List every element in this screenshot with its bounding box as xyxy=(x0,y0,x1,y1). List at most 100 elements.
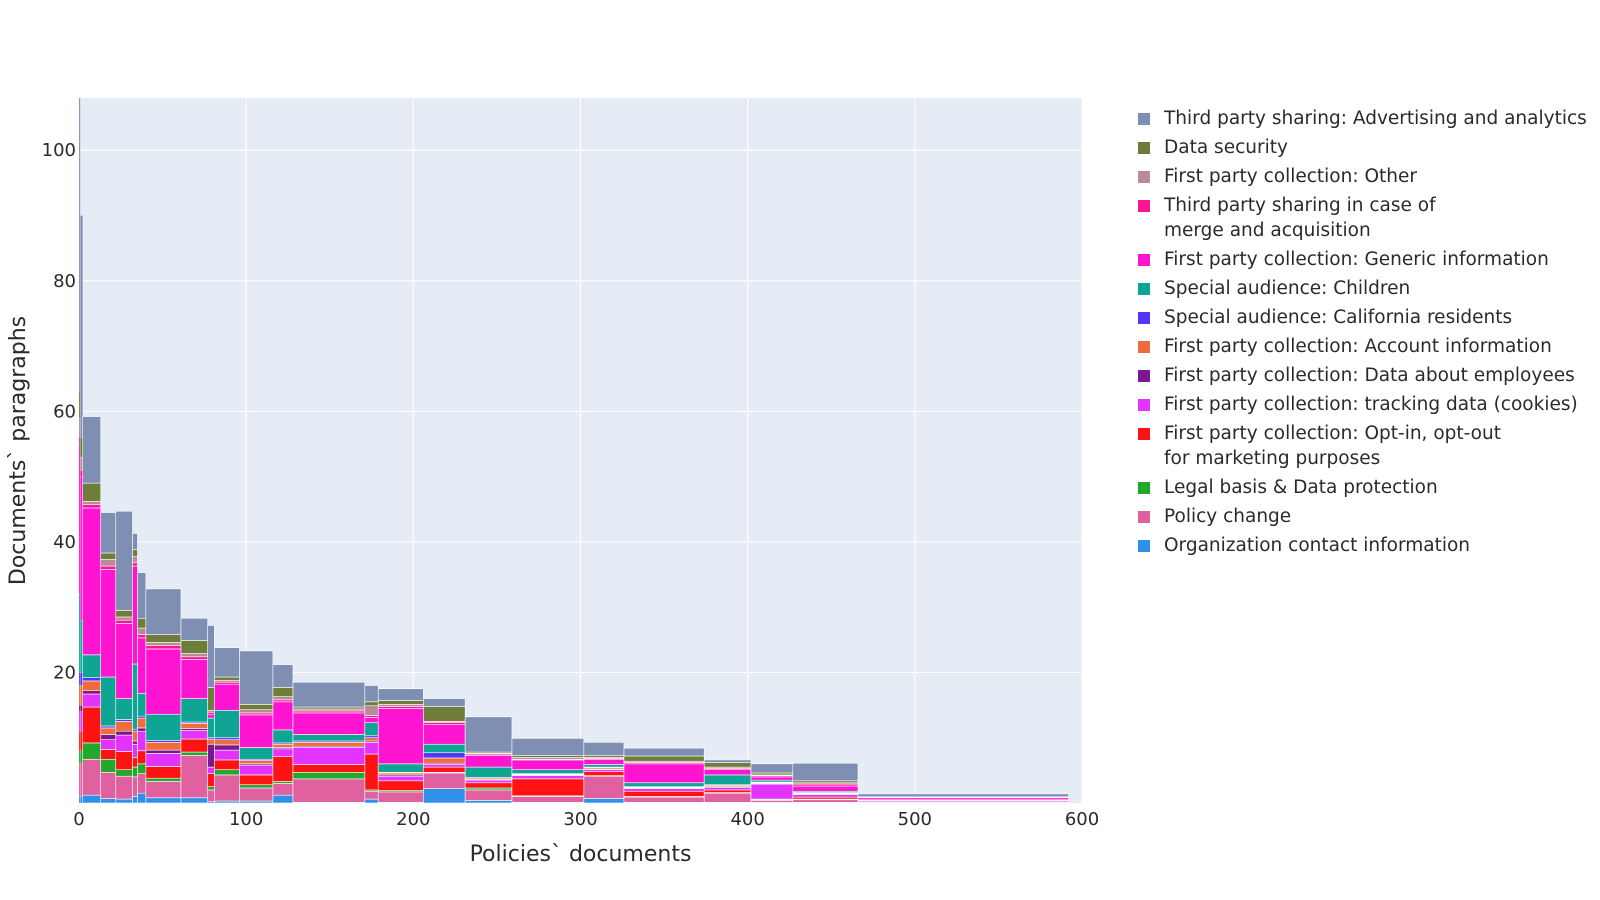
legend-item-org[interactable]: Organization contact information xyxy=(1138,533,1598,558)
bar-segment-legal[interactable] xyxy=(82,742,102,760)
bar-segment-org[interactable] xyxy=(272,794,294,804)
bar-segment-legal[interactable] xyxy=(214,769,240,776)
bar-segment-account[interactable] xyxy=(145,741,182,751)
bar-segment-children[interactable] xyxy=(703,774,752,786)
bar-segment-legal[interactable] xyxy=(137,763,147,774)
bar-segment-optin[interactable] xyxy=(423,766,466,773)
bar-segment-legal[interactable] xyxy=(180,751,209,756)
bar-segment-california[interactable] xyxy=(78,672,81,686)
bar-segment-generic[interactable] xyxy=(703,769,752,776)
bar-segment-tpads[interactable] xyxy=(792,762,859,782)
bar-segment-tpads[interactable] xyxy=(207,625,215,688)
bar-segment-employees[interactable] xyxy=(207,743,215,768)
bar-segment-generic[interactable] xyxy=(180,659,209,699)
bar-segment-datasec[interactable] xyxy=(272,687,294,697)
bar-segment-generic[interactable] xyxy=(511,759,585,771)
bar-segment-tpads[interactable] xyxy=(377,688,424,701)
bar-segment-cookies[interactable] xyxy=(115,734,133,752)
bar-segment-datasec[interactable] xyxy=(377,700,424,705)
bar-segment-fpother[interactable] xyxy=(364,705,379,716)
bar-segment-datasec[interactable] xyxy=(115,610,133,618)
bar-segment-account[interactable] xyxy=(292,741,366,747)
bar-segment-optin[interactable] xyxy=(511,778,585,797)
bar-segment-generic[interactable] xyxy=(239,714,274,748)
bar-segment-account[interactable] xyxy=(214,739,240,746)
bar-segment-cookies[interactable] xyxy=(78,711,81,732)
bar-segment-datasec[interactable] xyxy=(82,482,102,502)
bar-segment-children[interactable] xyxy=(511,769,585,774)
bar-segment-tpads[interactable] xyxy=(292,681,366,708)
bar-segment-optin[interactable] xyxy=(145,766,182,779)
bar-segment-cookies[interactable] xyxy=(214,749,240,761)
bar-segment-tpads[interactable] xyxy=(80,215,83,438)
bar-segment-tpads[interactable] xyxy=(750,763,794,774)
bar-segment-generic[interactable] xyxy=(792,785,859,792)
legend-item-california[interactable]: Special audience: California residents xyxy=(1138,305,1598,330)
bar-segment-tpads[interactable] xyxy=(137,572,147,619)
bar-segment-datasec[interactable] xyxy=(132,549,138,557)
bar-segment-generic[interactable] xyxy=(137,637,147,694)
bar-segment-datasec[interactable] xyxy=(623,755,705,762)
bar-segment-account[interactable] xyxy=(364,737,379,742)
bar-segment-children[interactable] xyxy=(623,782,705,787)
bar-segment-tpads[interactable] xyxy=(180,617,209,641)
bar-segment-policy[interactable] xyxy=(364,790,379,800)
bar-segment-legal[interactable] xyxy=(292,772,366,780)
bar-segment-tpads[interactable] xyxy=(623,747,705,757)
bar-segment-cookies[interactable] xyxy=(207,766,215,774)
bar-segment-tpads[interactable] xyxy=(132,533,138,551)
bar-segment-cookies[interactable] xyxy=(423,764,466,768)
bar-segment-tpads[interactable] xyxy=(145,588,182,635)
bar-segment-fpother[interactable] xyxy=(132,555,138,564)
bar-segment-org[interactable] xyxy=(132,796,138,804)
bar-segment-generic[interactable] xyxy=(214,683,240,711)
bar-segment-legal[interactable] xyxy=(207,786,215,791)
bar-segment-datasec[interactable] xyxy=(364,701,379,707)
bar-segment-employees[interactable] xyxy=(214,744,240,751)
bar-segment-datasec[interactable] xyxy=(207,687,215,711)
bar-segment-tpads[interactable] xyxy=(464,716,513,753)
bar-segment-org[interactable] xyxy=(145,797,182,804)
bar-segment-tpads[interactable] xyxy=(214,647,240,678)
bar-segment-generic[interactable] xyxy=(115,623,133,699)
bar-segment-fpother[interactable] xyxy=(239,709,274,714)
bar-segment-account[interactable] xyxy=(239,760,274,765)
bar-segment-cookies[interactable] xyxy=(464,779,513,784)
bar-segment-policy[interactable] xyxy=(214,774,240,802)
legend-item-policy[interactable]: Policy change xyxy=(1138,504,1598,529)
bar-segment-tpads[interactable] xyxy=(82,416,102,484)
bar-segment-merge[interactable] xyxy=(145,645,182,650)
bar-segment-datasec[interactable] xyxy=(214,676,240,681)
bar-segment-optin[interactable] xyxy=(180,738,209,753)
bar-segment-children[interactable] xyxy=(239,747,274,760)
bar-segment-optin[interactable] xyxy=(623,790,705,797)
bar-segment-employees[interactable] xyxy=(100,734,117,740)
bar-segment-generic[interactable] xyxy=(272,701,294,731)
legend-item-account[interactable]: First party collection: Account informat… xyxy=(1138,334,1598,359)
bar-segment-org[interactable] xyxy=(115,798,133,804)
bar-segment-optin[interactable] xyxy=(464,782,513,789)
bar-segment-merge[interactable] xyxy=(82,504,102,509)
bar-segment-fpother[interactable] xyxy=(115,616,133,621)
bar-segment-generic[interactable] xyxy=(364,717,379,724)
bar-segment-policy[interactable] xyxy=(82,758,102,796)
bar-segment-account[interactable] xyxy=(115,721,133,732)
bar-segment-policy[interactable] xyxy=(78,763,81,797)
bar-segment-account[interactable] xyxy=(82,680,102,692)
bar-segment-policy[interactable] xyxy=(792,799,859,803)
bar-segment-merge[interactable] xyxy=(132,562,138,567)
bar-segment-policy[interactable] xyxy=(115,775,133,800)
legend-item-optin[interactable]: First party collection: Opt-in, opt-out … xyxy=(1138,421,1598,471)
bar-segment-datasec[interactable] xyxy=(180,640,209,654)
bar-segment-datasec[interactable] xyxy=(423,706,466,722)
bar-segment-generic[interactable] xyxy=(423,724,466,745)
bar-segment-children[interactable] xyxy=(82,654,102,678)
bar-segment-fpother[interactable] xyxy=(145,642,182,646)
bar-segment-generic[interactable] xyxy=(750,776,794,781)
bar-segment-children[interactable] xyxy=(364,722,379,737)
bar-segment-legal[interactable] xyxy=(132,766,138,778)
bar-segment-children[interactable] xyxy=(583,764,625,768)
bar-segment-merge[interactable] xyxy=(180,656,209,660)
bar-segment-cookies[interactable] xyxy=(792,794,859,798)
bar-segment-org[interactable] xyxy=(364,798,379,804)
